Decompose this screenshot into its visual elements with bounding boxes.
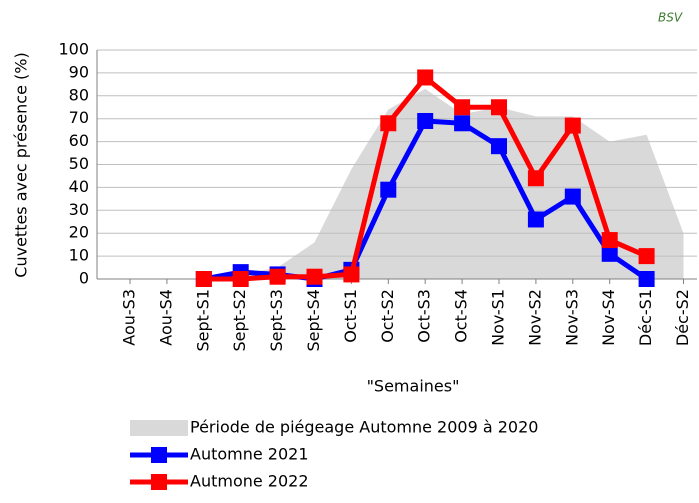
marker xyxy=(454,115,471,132)
x-tick-label: Déc-S1 xyxy=(636,289,655,346)
y-tick-label: 30 xyxy=(69,200,89,219)
logo: BSV xyxy=(658,11,683,25)
y-tick-label: 60 xyxy=(69,131,89,150)
marker xyxy=(343,266,360,283)
x-axis-label: "Semaines" xyxy=(367,377,460,396)
y-tick-label: 0 xyxy=(79,269,89,288)
legend-label: Période de piégeage Automne 2009 à 2020 xyxy=(190,418,538,437)
marker xyxy=(380,115,397,132)
x-tick-label: Oct-S1 xyxy=(341,289,360,343)
y-tick-label: 50 xyxy=(69,154,89,173)
legend-swatch xyxy=(130,420,188,436)
marker xyxy=(527,211,544,228)
y-tick-label: 10 xyxy=(69,246,89,265)
y-tick-label: 90 xyxy=(69,62,89,81)
marker xyxy=(195,271,212,287)
marker xyxy=(380,181,397,198)
legend-marker xyxy=(151,474,167,490)
marker xyxy=(601,232,618,249)
legend-label: Automne 2021 xyxy=(190,445,309,464)
x-tick-label: Nov-S3 xyxy=(562,289,581,346)
legend-marker xyxy=(151,447,167,463)
y-tick-label: 80 xyxy=(69,85,89,104)
marker xyxy=(601,245,618,262)
y-tick-label: 40 xyxy=(69,177,89,196)
marker xyxy=(638,271,655,287)
marker xyxy=(417,69,434,86)
y-axis-label: Cuvettes avec présence (%) xyxy=(12,52,31,277)
legend-label: Autmone 2022 xyxy=(190,472,309,491)
marker xyxy=(491,138,507,155)
marker xyxy=(491,99,507,116)
marker xyxy=(454,99,471,116)
x-tick-label: Nov-S2 xyxy=(525,289,544,346)
marker xyxy=(269,268,286,285)
x-tick-label: Sept-S1 xyxy=(193,289,212,352)
y-tick-label: 20 xyxy=(69,223,89,242)
x-tick-label: Oct-S2 xyxy=(378,289,397,343)
x-tick-label: Oct-S4 xyxy=(452,289,471,343)
x-tick-label: Déc-S2 xyxy=(673,289,692,346)
marker xyxy=(232,271,249,287)
x-tick-label: Sept-S2 xyxy=(230,289,249,352)
x-tick-label: Aou-S3 xyxy=(120,289,139,346)
marker xyxy=(564,188,581,205)
marker xyxy=(306,268,323,285)
marker xyxy=(417,112,434,129)
x-tick-label: Oct-S3 xyxy=(415,289,434,343)
marker xyxy=(527,170,544,187)
y-tick-label: 100 xyxy=(58,40,89,59)
x-tick-label: Sept-S3 xyxy=(267,289,286,352)
x-tick-label: Nov-S1 xyxy=(489,289,508,346)
x-tick-label: Aou-S4 xyxy=(156,289,175,346)
x-tick-label: Sept-S4 xyxy=(304,289,323,352)
marker xyxy=(638,248,655,265)
area xyxy=(130,88,684,280)
x-tick-label: Nov-S4 xyxy=(599,289,618,346)
y-tick-label: 70 xyxy=(69,108,89,127)
marker xyxy=(564,117,581,134)
